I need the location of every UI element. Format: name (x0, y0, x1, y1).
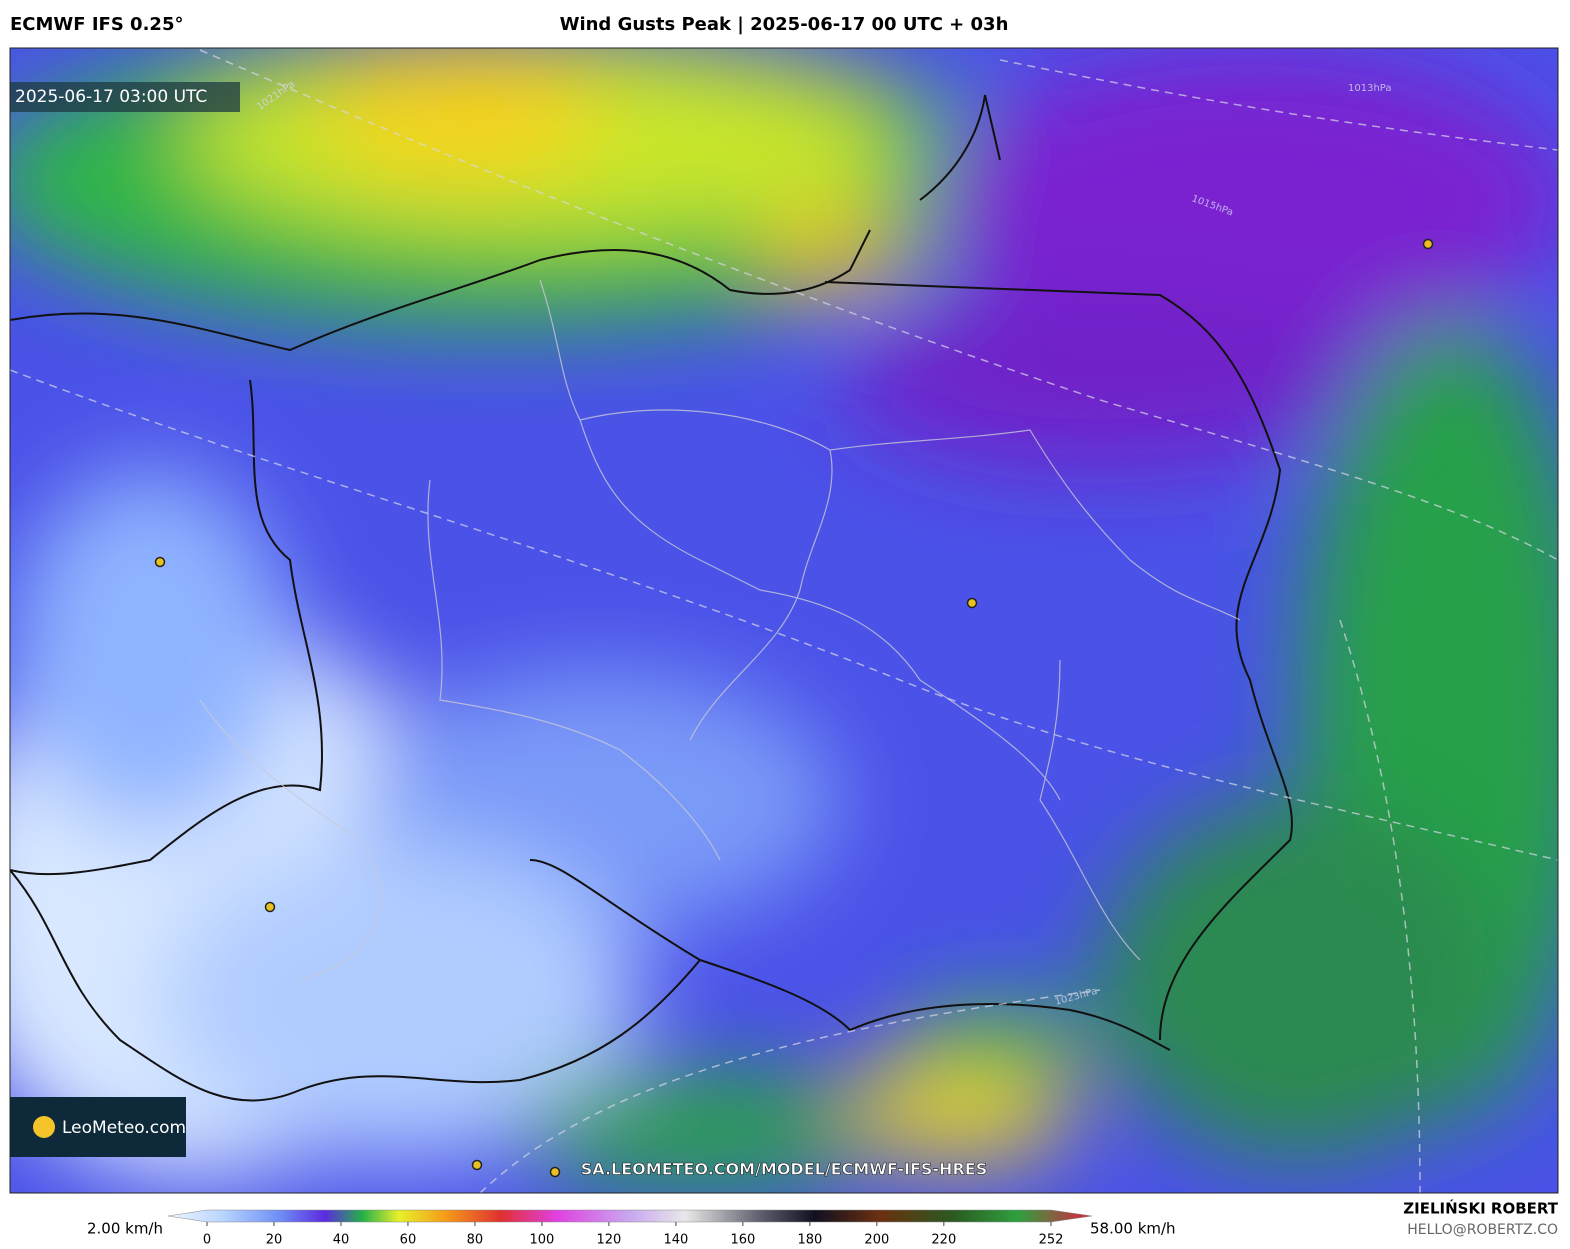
model-name: ECMWF IFS 0.25° (10, 14, 183, 35)
colorbar-tick-label: 40 (333, 1233, 350, 1248)
valid-time: 2025-06-17 03:00 UTC (15, 87, 207, 107)
colorbar-max: 58.00 km/h (1090, 1220, 1176, 1238)
source-url: SA.LEOMETEO.COM/MODEL/ECMWF-IFS-HRES (581, 1160, 987, 1179)
colorbar-tick-label: 80 (467, 1233, 484, 1248)
colorbar (167, 1209, 1093, 1223)
colorbar-tick-label: 20 (266, 1233, 283, 1248)
map-title: Wind Gusts Peak | 2025-06-17 00 UTC + 03… (560, 14, 1009, 35)
isobars (10, 49, 1558, 1193)
colorbar-tick-label: 120 (596, 1233, 621, 1248)
colorbar-tick-label: 200 (864, 1233, 889, 1248)
logo-sun (33, 1116, 55, 1138)
time-badge (10, 82, 240, 112)
colorbar-min: 2.00 km/h (87, 1220, 163, 1238)
colorbar-tick-label: 252 (1039, 1233, 1064, 1248)
colorbar-tick-label: 180 (797, 1233, 822, 1248)
author-email: HELLO@ROBERTZ.CO (1407, 1222, 1558, 1238)
region-borders (199, 279, 1241, 981)
map-area: 1021hPa 1013hPa 1015hPa 1023hPa 2025-06-… (10, 48, 1558, 1193)
colorbar-ticks: 0 20 40 60 80 100 120 140 160 180 200 220 252 (203, 1222, 1064, 1248)
colorbar-tick-label: 160 (730, 1233, 755, 1248)
author: ZIELIŃSKI ROBERT (1403, 1199, 1558, 1218)
colorbar-tick-label: 140 (663, 1233, 688, 1248)
colorbar-tick-label: 60 (400, 1233, 417, 1248)
city-markers (154, 238, 1434, 1178)
map-frame (9, 47, 1559, 1194)
colorbar-tick-label: 220 (931, 1233, 956, 1248)
coastline-and-borders (10, 94, 1293, 1102)
isobar-label: 1013hPa (1348, 83, 1392, 94)
logo-text: LeoMeteo.com (62, 1118, 186, 1138)
colorbar-tick-label: 100 (530, 1233, 555, 1248)
colorbar-tick-label: 0 (203, 1233, 211, 1248)
